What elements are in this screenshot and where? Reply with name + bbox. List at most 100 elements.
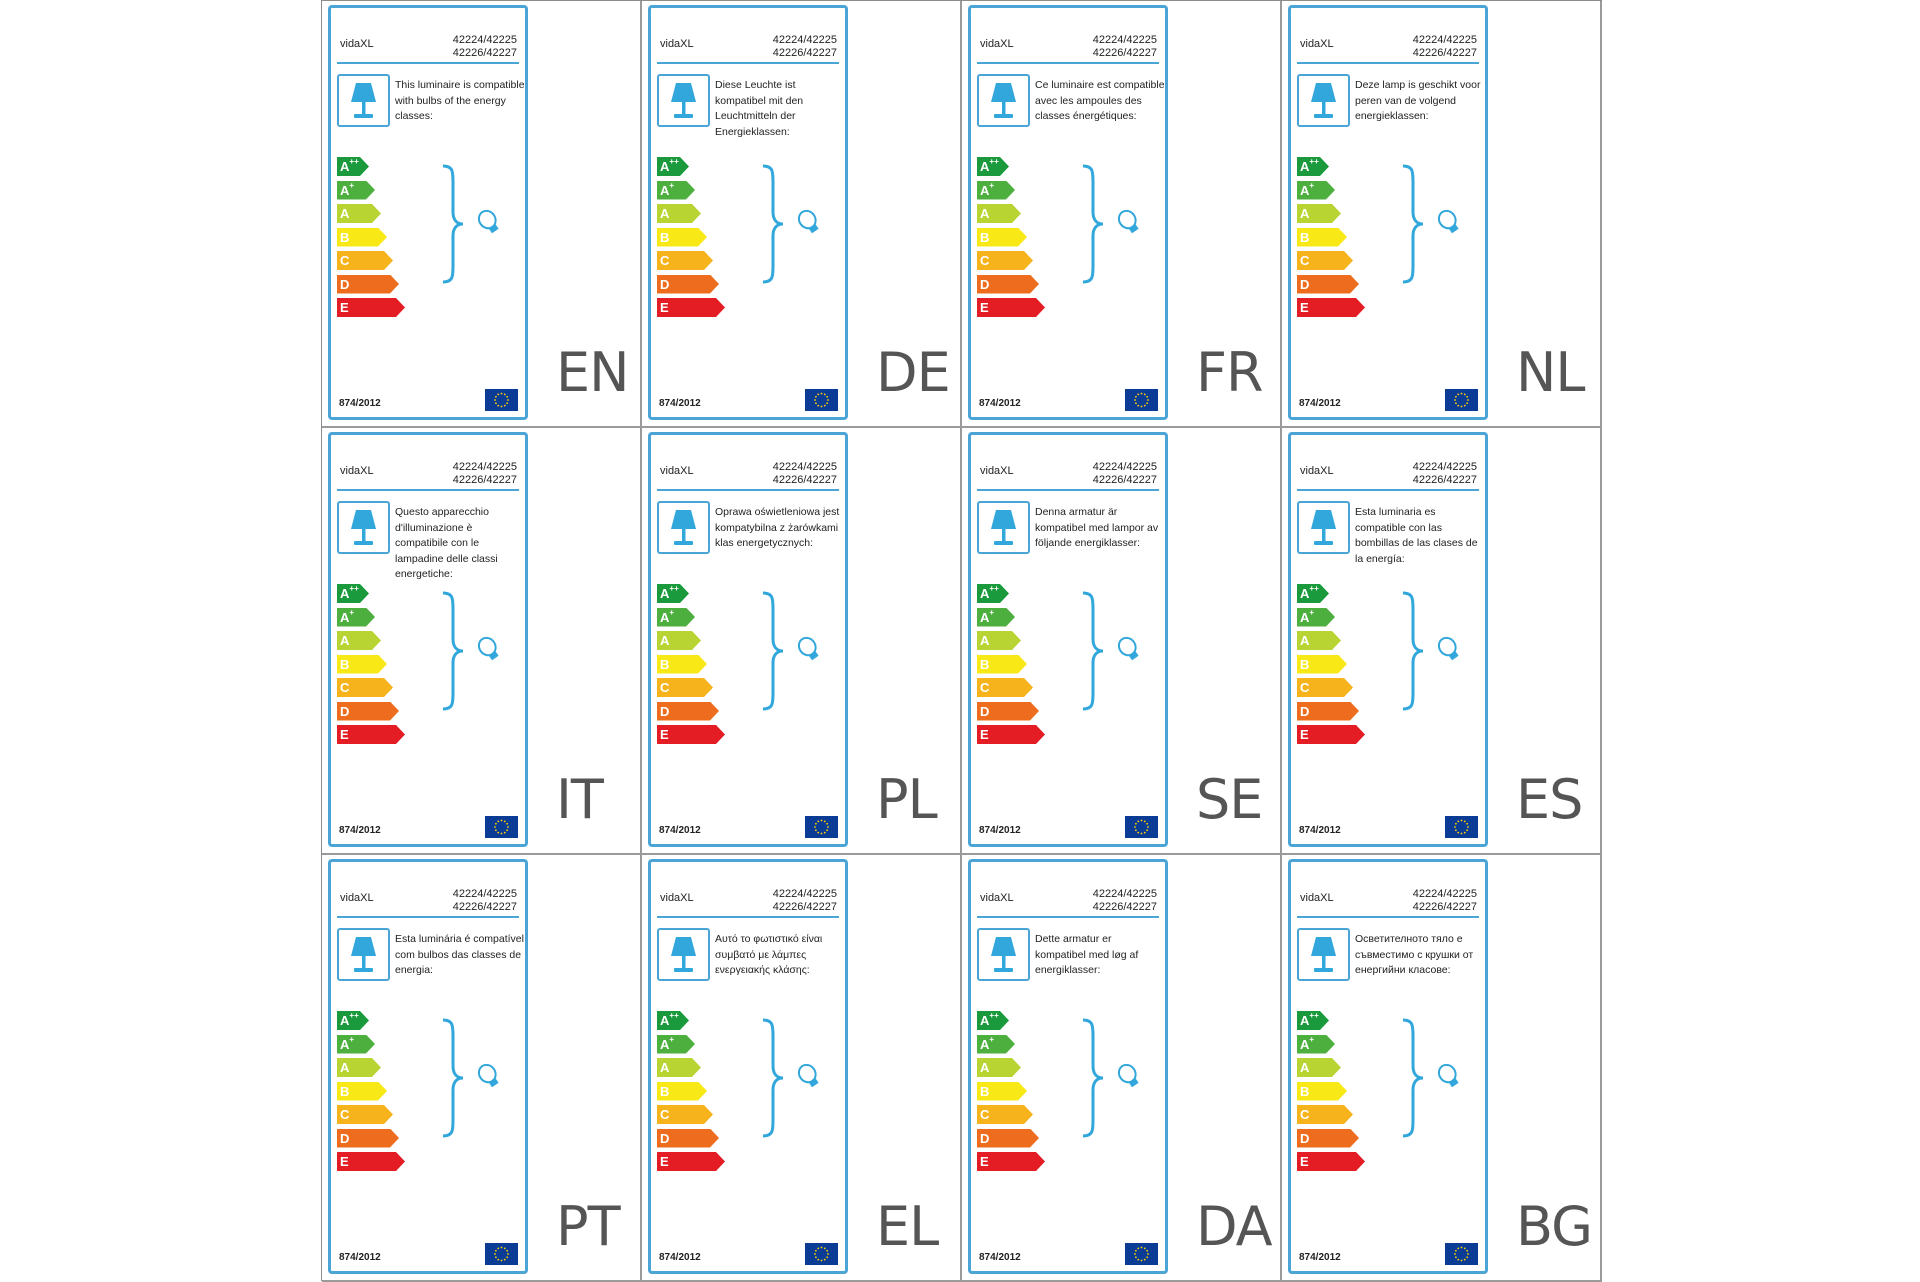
- model-line-1: 42224/42225: [1092, 461, 1157, 473]
- energy-class-letter: E: [980, 1154, 989, 1169]
- energy-label-card: vidaXL 42224/42225 42226/42227 Αυτό το φ…: [648, 859, 848, 1274]
- language-code: ES: [1516, 768, 1583, 831]
- model-line-1: 42224/42225: [1412, 34, 1477, 46]
- energy-class-arrow: B: [657, 655, 707, 674]
- model-numbers: 42224/42225 42226/42227: [773, 888, 837, 914]
- model-numbers: 42224/42225 42226/42227: [773, 34, 837, 60]
- table-lamp-icon: [657, 501, 710, 554]
- model-numbers: 42224/42225 42226/42227: [1413, 461, 1477, 487]
- regulation-number: 874/2012: [339, 825, 381, 836]
- curly-brace-icon: [442, 164, 464, 284]
- energy-class-arrow: E: [1297, 298, 1365, 317]
- energy-class-arrow: B: [977, 655, 1027, 674]
- energy-class-letter: C: [1300, 680, 1310, 695]
- energy-class-superscript: ++: [669, 157, 679, 166]
- energy-class-letter: C: [340, 253, 350, 268]
- energy-class-arrow: B: [657, 228, 707, 247]
- energy-class-arrow: E: [657, 1152, 725, 1171]
- energy-label-card: vidaXL 42224/42225 42226/42227 Diese Leu…: [648, 5, 848, 420]
- eu-flag-icon: [805, 389, 838, 411]
- energy-scale: A++ A+ A B C D E: [337, 584, 417, 749]
- energy-class-superscript: +: [669, 1034, 675, 1044]
- energy-class-arrow: C: [1297, 1105, 1353, 1124]
- energy-label-card: vidaXL 42224/42225 42226/42227 Denna arm…: [968, 432, 1168, 847]
- model-numbers: 42224/42225 42226/42227: [1093, 34, 1157, 60]
- energy-class-letter: C: [340, 1107, 350, 1122]
- energy-class-letter: A: [340, 1036, 350, 1052]
- energy-label-card: vidaXL 42224/42225 42226/42227 Deze lamp…: [1288, 5, 1488, 420]
- energy-scale: A++ A+ A B C D E: [1297, 584, 1377, 749]
- energy-class-arrow: E: [977, 1152, 1045, 1171]
- energy-class-arrow: A++: [337, 584, 369, 603]
- brand-name: vidaXL: [340, 38, 374, 50]
- energy-class-letter: D: [340, 276, 350, 292]
- compatibility-text: This luminaire is compatible with bulbs …: [395, 79, 525, 122]
- energy-class-arrow: C: [1297, 678, 1353, 697]
- energy-class-letter: D: [980, 703, 990, 719]
- curly-brace-icon: [442, 591, 464, 711]
- energy-class-arrow: D: [337, 275, 399, 294]
- energy-class-arrow: A++: [657, 1011, 689, 1030]
- energy-class-arrow: A: [1297, 1058, 1341, 1077]
- energy-class-superscript: ++: [669, 1011, 679, 1020]
- energy-class-letter: A: [980, 159, 990, 174]
- divider: [1297, 916, 1479, 918]
- light-bulb-icon: [1437, 636, 1459, 661]
- energy-class-arrow: E: [337, 1152, 405, 1171]
- energy-scale: A++ A+ A B C D E: [657, 584, 737, 749]
- energy-class-arrow: C: [977, 251, 1033, 270]
- energy-class-arrow: A+: [1297, 181, 1335, 200]
- curly-brace-icon: [1082, 591, 1104, 711]
- energy-class-arrow: A+: [657, 181, 695, 200]
- energy-class-arrow: C: [1297, 251, 1353, 270]
- energy-class-arrow: A: [1297, 631, 1341, 650]
- energy-class-arrow: A+: [977, 1035, 1015, 1054]
- energy-class-superscript: ++: [1309, 584, 1319, 593]
- energy-class-arrow: A+: [977, 608, 1015, 627]
- curly-brace-icon: [762, 591, 784, 711]
- energy-class-letter: A: [660, 1036, 670, 1052]
- energy-class-letter: A: [980, 633, 990, 648]
- energy-class-arrow: A: [657, 204, 701, 223]
- energy-class-arrow: A: [977, 1058, 1021, 1077]
- energy-class-superscript: +: [1309, 180, 1315, 190]
- energy-class-letter: A: [660, 633, 670, 648]
- light-bulb-icon: [1117, 209, 1139, 234]
- compatibility-text: Dette armatur er kompatibel med løg af e…: [1035, 933, 1139, 976]
- model-line-2: 42226/42227: [772, 474, 837, 486]
- energy-class-arrow: E: [657, 298, 725, 317]
- model-line-1: 42224/42225: [452, 34, 517, 46]
- language-code: DE: [876, 341, 951, 404]
- label-cell-en: vidaXL 42224/42225 42226/42227 This lumi…: [322, 1, 642, 428]
- table-lamp-icon: [337, 501, 390, 554]
- regulation-number: 874/2012: [979, 825, 1021, 836]
- energy-class-letter: A: [340, 586, 350, 601]
- energy-class-arrow: D: [337, 702, 399, 721]
- energy-class-letter: D: [1300, 703, 1310, 719]
- energy-class-letter: E: [340, 1154, 349, 1169]
- energy-class-letter: E: [980, 727, 989, 742]
- label-cell-nl: vidaXL 42224/42225 42226/42227 Deze lamp…: [1282, 1, 1602, 428]
- curly-brace-icon: [1402, 164, 1424, 284]
- model-line-1: 42224/42225: [772, 461, 837, 473]
- energy-class-arrow: B: [337, 228, 387, 247]
- model-numbers: 42224/42225 42226/42227: [773, 461, 837, 487]
- energy-class-arrow: A++: [977, 157, 1009, 176]
- model-line-1: 42224/42225: [1412, 461, 1477, 473]
- energy-class-letter: A: [980, 1060, 990, 1075]
- energy-class-letter: B: [1300, 1083, 1310, 1099]
- energy-class-arrow: A+: [657, 1035, 695, 1054]
- energy-label-card: vidaXL 42224/42225 42226/42227 Ce lumina…: [968, 5, 1168, 420]
- energy-scale: A++ A+ A B C D E: [1297, 1011, 1377, 1176]
- eu-flag-icon: [1445, 816, 1478, 838]
- divider: [657, 62, 839, 64]
- brand-name: vidaXL: [980, 465, 1014, 477]
- energy-class-arrow: C: [657, 1105, 713, 1124]
- energy-class-arrow: A: [657, 1058, 701, 1077]
- label-cell-it: vidaXL 42224/42225 42226/42227 Questo ap…: [322, 428, 642, 855]
- energy-label-card: vidaXL 42224/42225 42226/42227 This lumi…: [328, 5, 528, 420]
- energy-class-superscript: +: [989, 607, 995, 617]
- energy-class-letter: E: [660, 300, 669, 315]
- energy-class-arrow: C: [977, 1105, 1033, 1124]
- light-bulb-icon: [1437, 1063, 1459, 1088]
